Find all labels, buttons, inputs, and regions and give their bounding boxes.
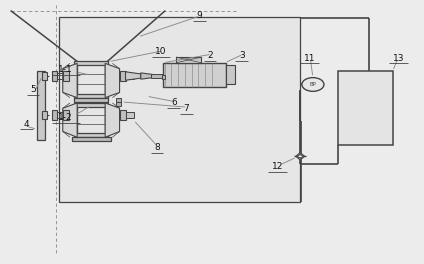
Text: 11: 11	[304, 54, 315, 63]
Bar	[151, 74, 163, 78]
Polygon shape	[126, 112, 134, 118]
Text: 13: 13	[393, 54, 404, 63]
Bar	[74, 61, 108, 65]
Circle shape	[298, 155, 302, 158]
Bar	[120, 71, 126, 81]
Text: 1-2: 1-2	[59, 113, 73, 122]
Bar	[63, 71, 69, 81]
Polygon shape	[141, 73, 153, 79]
Bar	[74, 98, 108, 102]
Text: 4: 4	[23, 120, 29, 129]
Bar	[162, 75, 165, 79]
Polygon shape	[105, 103, 120, 137]
Text: 8: 8	[154, 143, 160, 152]
Text: 6: 6	[171, 98, 177, 107]
Bar	[63, 110, 69, 120]
Text: 12: 12	[272, 162, 283, 171]
Bar	[338, 71, 393, 145]
Bar	[116, 102, 121, 106]
Bar	[37, 71, 45, 140]
Bar	[52, 71, 57, 81]
Text: 3: 3	[239, 51, 245, 60]
Text: 10: 10	[155, 47, 167, 56]
Text: 1-1: 1-1	[59, 65, 73, 74]
Text: BP: BP	[310, 82, 316, 87]
Bar	[52, 110, 57, 120]
Text: 7: 7	[184, 104, 190, 113]
Polygon shape	[126, 72, 141, 80]
Text: 2: 2	[207, 51, 213, 60]
Bar	[120, 110, 126, 120]
Bar	[42, 72, 47, 80]
Bar	[176, 57, 201, 63]
Polygon shape	[63, 103, 77, 137]
Bar	[72, 137, 111, 141]
Polygon shape	[296, 152, 305, 156]
Bar	[116, 98, 121, 102]
Polygon shape	[105, 63, 120, 98]
Bar	[59, 17, 300, 202]
Polygon shape	[296, 156, 305, 160]
Bar	[74, 94, 108, 98]
Circle shape	[302, 78, 324, 91]
Bar	[74, 103, 108, 107]
Polygon shape	[126, 73, 134, 79]
Bar	[226, 65, 235, 84]
Text: 9: 9	[196, 11, 202, 20]
Bar	[74, 133, 108, 137]
Text: 5: 5	[30, 85, 36, 94]
Bar	[163, 63, 226, 87]
Bar	[42, 111, 47, 119]
Polygon shape	[63, 63, 77, 98]
